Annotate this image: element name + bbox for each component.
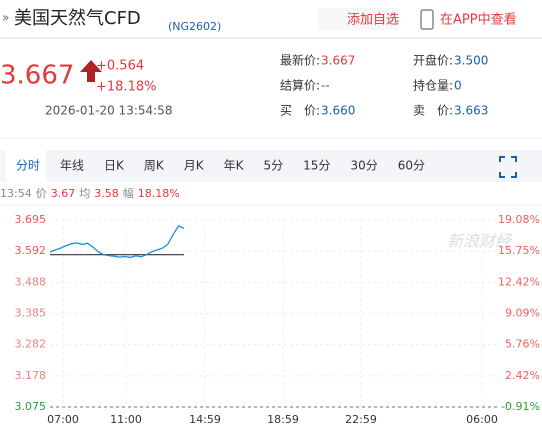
status-avg: 3.58 bbox=[94, 187, 119, 200]
tab[interactable]: 周K bbox=[144, 159, 165, 173]
x-tick-label: 22:59 bbox=[345, 413, 377, 426]
code: (NG2602) bbox=[168, 20, 221, 33]
tab[interactable]: 月K bbox=[184, 159, 205, 173]
tab-bar bbox=[0, 150, 542, 182]
x-tick-label: 14:59 bbox=[189, 413, 221, 426]
change-pct: +18.18% bbox=[96, 80, 156, 95]
x-tick-label: 07:00 bbox=[47, 413, 79, 426]
y-tick-label: 3.178 bbox=[15, 369, 47, 382]
stat-value: 3.500 bbox=[454, 54, 488, 68]
quote-time: 2026-01-20 13:54:58 bbox=[45, 104, 172, 118]
prefix: » bbox=[2, 11, 9, 25]
stat-label: 结算价: bbox=[280, 78, 320, 93]
y2-tick-label: 2.42% bbox=[505, 369, 540, 382]
x-tick-label: 11:00 bbox=[110, 413, 142, 426]
x-tick-label: 06:00 bbox=[466, 413, 498, 426]
y2-tick-label: 9.09% bbox=[505, 306, 540, 319]
tab[interactable]: 15分 bbox=[303, 159, 330, 173]
status-avg-label: 均 bbox=[79, 187, 90, 200]
tab[interactable]: 年线 bbox=[60, 159, 84, 173]
y-tick-label: 3.592 bbox=[15, 244, 47, 257]
status-amp: 18.18% bbox=[138, 187, 180, 200]
change: +0.564 bbox=[96, 59, 144, 74]
stat-value: 3.660 bbox=[321, 104, 355, 118]
x-tick-label: 18:59 bbox=[267, 413, 299, 426]
status-amp-label: 幅 bbox=[123, 187, 134, 200]
y-tick-label: 3.695 bbox=[15, 213, 47, 226]
price-line bbox=[49, 225, 185, 259]
tab-active bbox=[6, 150, 46, 182]
y2-tick-label: 5.76% bbox=[505, 338, 540, 351]
price: 3.667 bbox=[0, 61, 74, 91]
y2-tick-label: 19.08% bbox=[498, 213, 540, 226]
y-tick-label: 3.488 bbox=[15, 275, 47, 288]
title: 美国天然气CFD bbox=[14, 8, 141, 29]
tab[interactable]: 5分 bbox=[264, 159, 284, 173]
stat-value: 0 bbox=[454, 79, 462, 93]
y-tick-label: 3.385 bbox=[15, 307, 47, 320]
tab[interactable]: 分时 bbox=[16, 159, 40, 173]
watermark: 新浪财经 bbox=[447, 232, 513, 251]
y-tick-label: 3.075 bbox=[15, 400, 47, 413]
y2-tick-label: 15.75% bbox=[498, 244, 540, 257]
tab[interactable]: 30分 bbox=[350, 159, 377, 173]
y-tick-label: 3.282 bbox=[15, 338, 47, 351]
tab[interactable]: 日K bbox=[104, 159, 125, 173]
stat-value: -- bbox=[321, 79, 330, 93]
status-time: 13:54 bbox=[0, 187, 32, 200]
tab[interactable]: 60分 bbox=[398, 159, 425, 173]
status-price: 3.67 bbox=[51, 187, 76, 200]
app-link[interactable]: 在APP中查看 bbox=[440, 12, 517, 28]
stat-label: 持仓量: bbox=[413, 78, 453, 93]
up-arrow bbox=[80, 60, 102, 82]
status-price-label: 价 bbox=[36, 187, 47, 200]
add-watch[interactable]: 添加自选 bbox=[347, 13, 399, 28]
y2-tick-label: -0.91% bbox=[501, 400, 540, 413]
phone-icon bbox=[420, 9, 434, 30]
stat-label: 买 价: bbox=[280, 104, 320, 118]
expand-icon[interactable] bbox=[499, 156, 517, 178]
stat-value: 3.667 bbox=[321, 54, 355, 68]
stat-label: 卖 价: bbox=[413, 104, 453, 118]
stat-label: 开盘价: bbox=[413, 53, 453, 68]
y2-tick-label: 12.42% bbox=[498, 275, 540, 288]
tab[interactable]: 年K bbox=[224, 159, 245, 173]
watch-bg bbox=[318, 8, 398, 30]
stat-label: 最新价: bbox=[280, 53, 320, 68]
stat-value: 3.663 bbox=[454, 104, 488, 118]
